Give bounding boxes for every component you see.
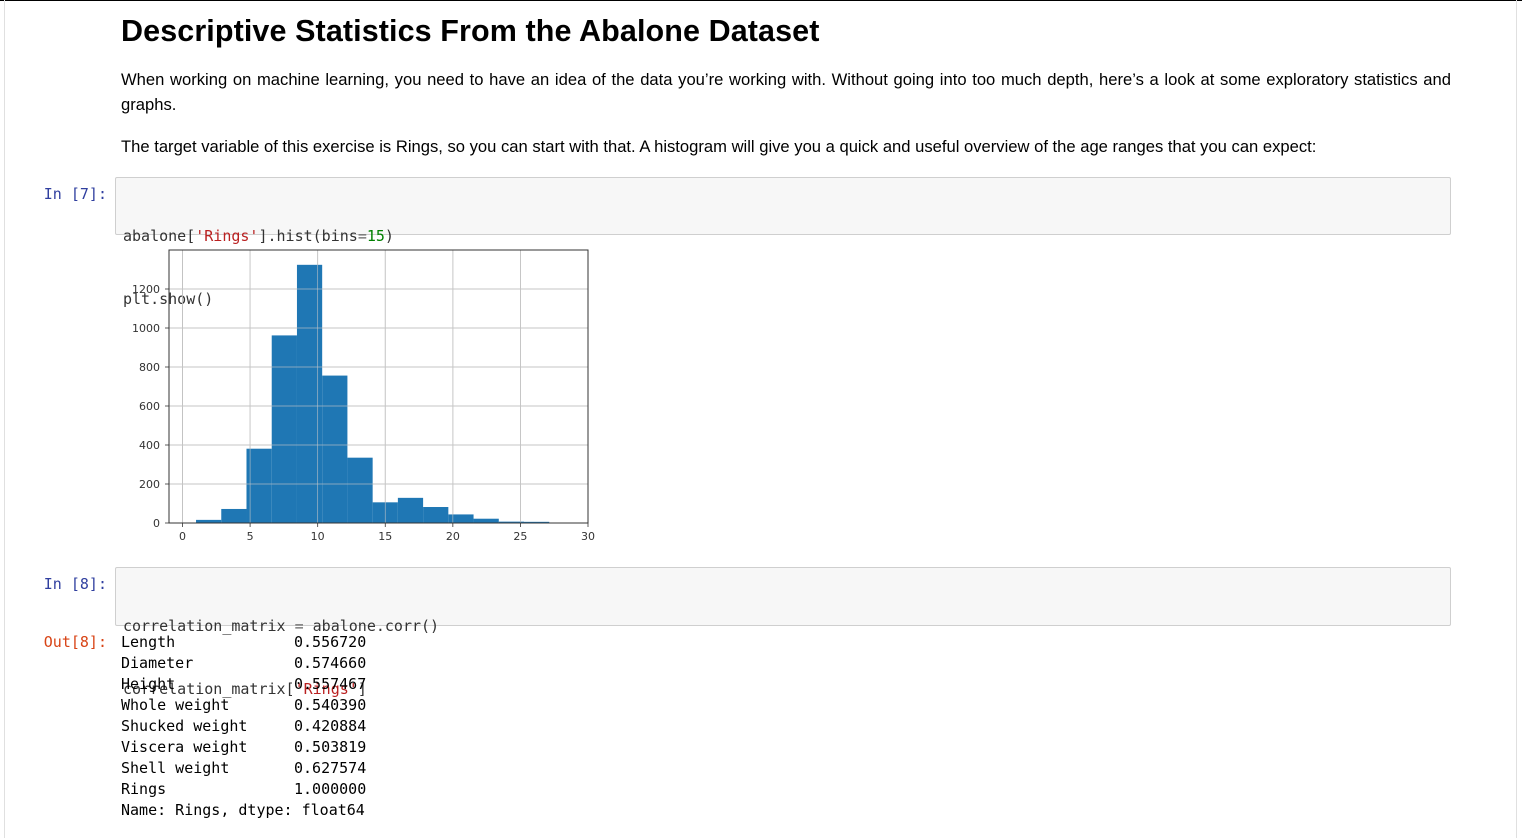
histogram-bar bbox=[246, 448, 272, 523]
target-paragraph: The target variable of this exercise is … bbox=[121, 137, 1317, 156]
top-rule bbox=[0, 0, 1522, 1]
chart-bars bbox=[169, 250, 589, 524]
output-footer: Name: Rings, dtype: float64 bbox=[121, 801, 365, 819]
code-line: abalone['Rings'].hist(bins=15) bbox=[123, 227, 394, 245]
histogram-bar bbox=[271, 335, 297, 523]
y-tick-label: 600 bbox=[139, 400, 160, 413]
x-tick-label: 30 bbox=[581, 530, 595, 543]
input-prompt-7: In [7]: bbox=[43, 185, 107, 203]
output-row: Viscera weight 0.503819 bbox=[121, 738, 367, 756]
rings-histogram: 0 5 10 15 20 25 30 0 200 400 600 800 1000 1200 bbox=[132, 249, 595, 543]
output-row: Height 0.557467 bbox=[121, 675, 367, 693]
input-prompt-8: In [8]: bbox=[43, 575, 107, 593]
histogram-bar bbox=[221, 508, 247, 523]
correlation-output: Length 0.556720 Diameter 0.574660 Height 0.… bbox=[121, 632, 366, 821]
histogram-bar bbox=[448, 514, 474, 523]
histogram-bar bbox=[196, 519, 222, 523]
x-tick-label: 15 bbox=[378, 530, 392, 543]
left-border bbox=[4, 0, 5, 838]
code-cell-7[interactable]: abalone['Rings'].hist(bins=15) plt.show(… bbox=[115, 177, 1451, 308]
intro-paragraph: When working on machine learning, you ne… bbox=[121, 70, 1451, 114]
histogram-bar bbox=[473, 518, 499, 523]
y-tick-label: 0 bbox=[153, 517, 160, 530]
y-tick-label: 400 bbox=[139, 439, 160, 452]
y-tick-label: 200 bbox=[139, 478, 160, 491]
x-tick-label: 25 bbox=[513, 530, 527, 543]
axes-frame bbox=[168, 249, 589, 524]
histogram-bar bbox=[322, 375, 348, 523]
output-row: Shell weight 0.627574 bbox=[121, 759, 367, 777]
y-tick-label: 1200 bbox=[132, 283, 160, 296]
chart-grid bbox=[169, 250, 589, 524]
output-row: Length 0.556720 bbox=[121, 633, 367, 651]
code-line: plt.show() bbox=[123, 290, 214, 308]
histogram-bar bbox=[524, 521, 550, 523]
chart-ticks: 0 5 10 15 20 25 30 0 200 400 600 800 1000 1200 bbox=[132, 283, 595, 543]
y-tick-label: 1000 bbox=[132, 322, 160, 335]
histogram-bar bbox=[347, 457, 373, 523]
output-row: Diameter 0.574660 bbox=[121, 654, 367, 672]
output-row: Shucked weight 0.420884 bbox=[121, 717, 367, 735]
x-tick-label: 5 bbox=[247, 530, 254, 543]
right-border bbox=[1516, 0, 1517, 838]
histogram-bar bbox=[498, 521, 525, 523]
output-row: Whole weight 0.540390 bbox=[121, 696, 367, 714]
x-tick-label: 20 bbox=[446, 530, 460, 543]
y-tick-label: 800 bbox=[139, 361, 160, 374]
code-line: correlation_matrix = abalone.corr() bbox=[123, 617, 440, 635]
output-row: Rings 1.000000 bbox=[121, 780, 367, 798]
output-prompt-8: Out[8]: bbox=[43, 633, 107, 651]
code-line: correlation_matrix['Rings'] bbox=[123, 680, 367, 698]
histogram-bar bbox=[423, 507, 449, 523]
page-title: Descriptive Statistics From the Abalone … bbox=[121, 14, 820, 48]
x-tick-label: 10 bbox=[311, 530, 325, 543]
x-tick-label: 0 bbox=[179, 530, 186, 543]
histogram-bar bbox=[397, 497, 424, 523]
code-cell-8[interactable]: correlation_matrix = abalone.corr() corr… bbox=[115, 567, 1451, 698]
